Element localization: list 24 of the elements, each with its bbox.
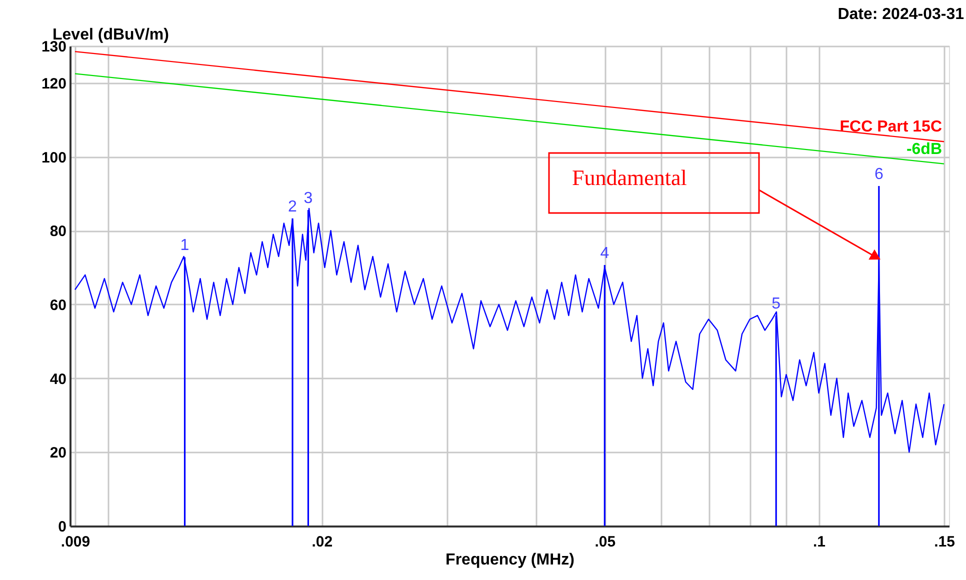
y-tick-label: 80 [50,223,66,240]
annotation: 1 [180,237,190,254]
x-tick-label: .009 [60,534,90,550]
annotation: 6 [874,166,884,183]
y-tick-label: 40 [50,370,66,388]
y-tick-label: 120 [41,75,66,92]
y-tick-label: 100 [41,149,66,166]
series-label: FCC Part 15C [840,118,942,136]
y-tick-label: 20 [50,444,66,462]
series-label: -6dB [906,140,942,158]
x-tick-label: .1 [813,534,826,550]
x-tick-label: .02 [312,534,333,550]
y-tick-label: 0 [58,518,66,536]
annotation: 5 [772,296,781,313]
text: Date: 2024-03-31 [838,6,964,23]
annotation: Fundamental [572,165,687,190]
annotation: 4 [600,244,610,262]
annotation: 3 [304,190,313,207]
x-tick-label: .05 [594,534,616,550]
x-tick-label: .15 [934,534,955,550]
y-tick-label: 60 [50,296,66,314]
x-axis-title: Frequency (MHz) [446,552,574,568]
y-tick-label: 130 [41,38,66,56]
annotation: 2 [288,198,298,216]
